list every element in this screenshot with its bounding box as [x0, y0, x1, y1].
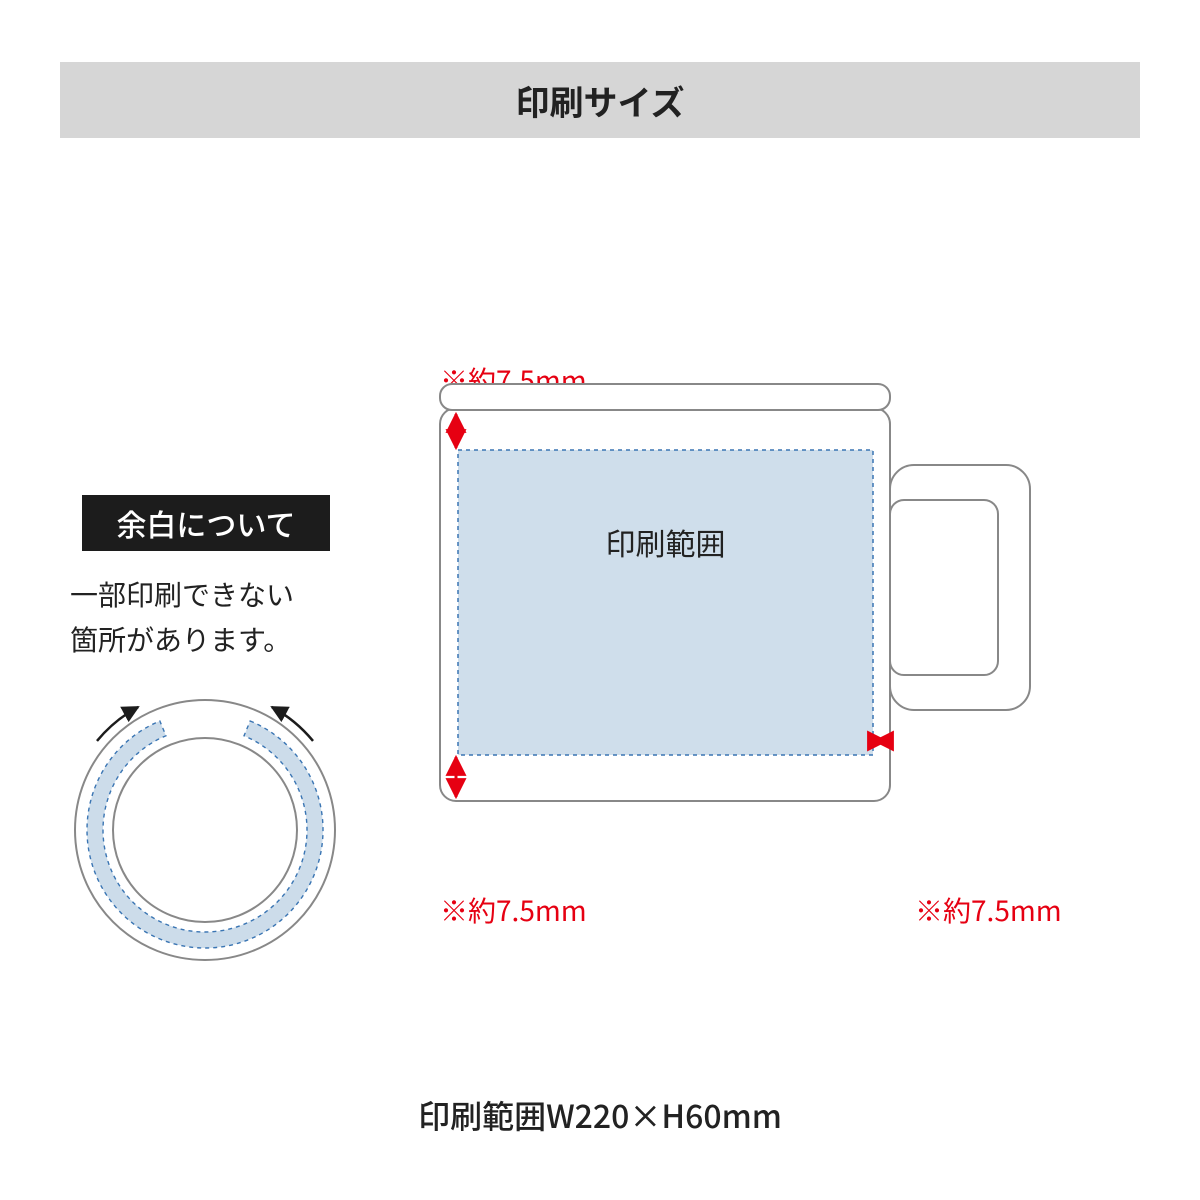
margin-label-text: 余白について	[116, 501, 295, 545]
mug-diagram: 印刷範囲	[400, 340, 1120, 940]
bottom-caption: 印刷範囲W220×H60mm	[0, 1092, 1200, 1138]
svg-text:印刷範囲: 印刷範囲	[606, 520, 726, 564]
header-title: 印刷サイズ	[516, 76, 685, 125]
ring-diagram	[65, 690, 345, 970]
margin-label-box: 余白について	[82, 495, 330, 551]
margin-note-text: 一部印刷できない 箇所があります。	[70, 572, 370, 662]
page: 印刷サイズ 余白について 一部印刷できない 箇所があります。 ※約7.5mm ※…	[0, 0, 1200, 1200]
header-bar: 印刷サイズ	[60, 62, 1140, 138]
